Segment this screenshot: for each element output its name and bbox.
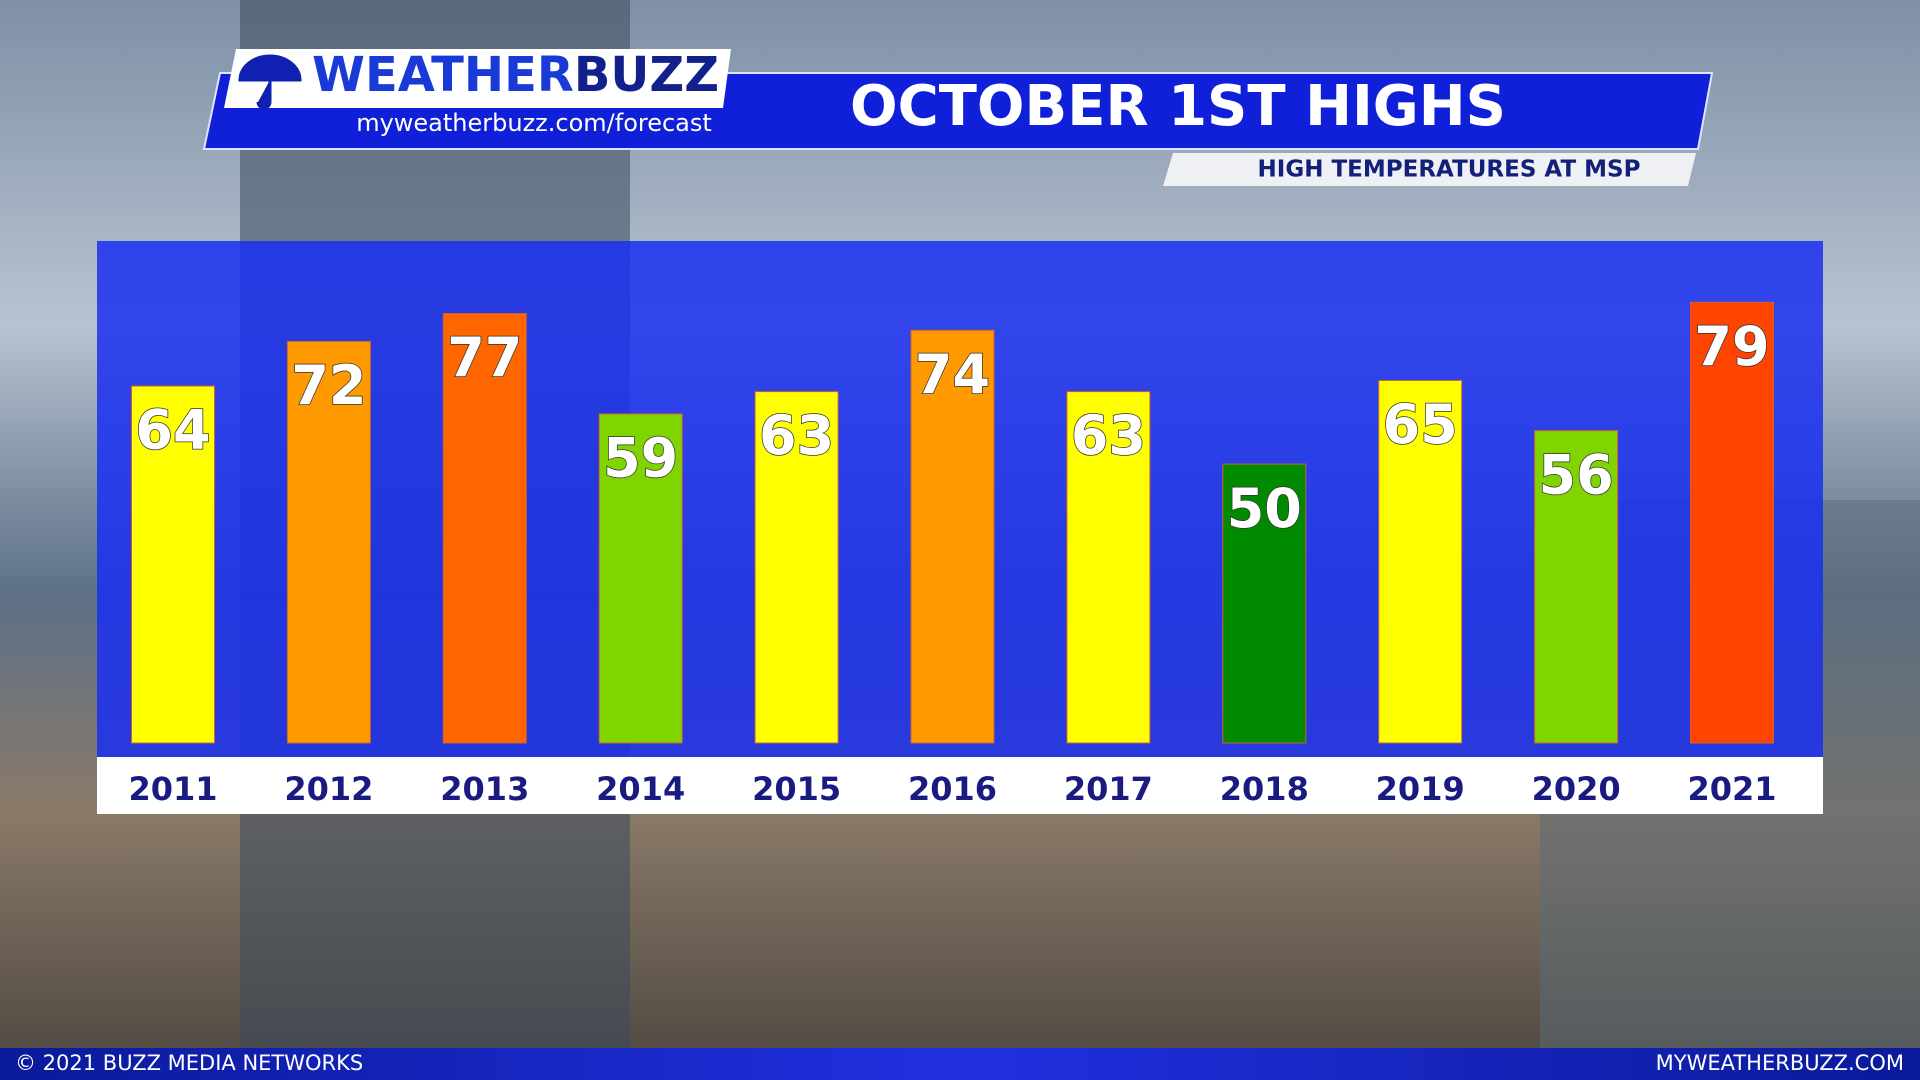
- bar: [754, 391, 839, 744]
- bar: [598, 413, 683, 744]
- bar: [1534, 430, 1619, 744]
- x-tick-label: 2019: [1376, 770, 1465, 808]
- logo-part: WEATHER: [312, 47, 574, 103]
- category-strip: [97, 757, 1823, 814]
- data-label: 79: [1694, 315, 1769, 378]
- chart-title: OCTOBER 1ST HIGHS: [850, 74, 1506, 139]
- data-label: 77: [447, 326, 522, 389]
- x-tick-label: 2020: [1532, 770, 1621, 808]
- subtitle-banner: [1163, 153, 1696, 186]
- x-tick-label: 2013: [440, 770, 529, 808]
- bar: [1378, 379, 1463, 744]
- logo: WEATHERBUZZ: [312, 47, 719, 103]
- data-label: 63: [1071, 404, 1146, 467]
- bar: [131, 385, 215, 744]
- x-tick-label: 2017: [1064, 770, 1153, 808]
- bar: [286, 340, 371, 744]
- footer-bar: [0, 1048, 1920, 1080]
- x-tick-label: 2016: [908, 770, 997, 808]
- data-label: 72: [291, 354, 366, 417]
- bar: [1690, 301, 1774, 744]
- data-label: 65: [1383, 393, 1458, 456]
- bar: [910, 329, 995, 744]
- footer-left: © 2021 BUZZ MEDIA NETWORKS: [15, 1051, 363, 1075]
- x-tick-label: 2012: [284, 770, 373, 808]
- bar: [1066, 391, 1151, 744]
- x-tick-label: 2021: [1687, 770, 1776, 808]
- logo-part: BUZZ: [574, 47, 719, 103]
- umbrella-icon: [238, 54, 302, 110]
- url: myweatherbuzz.com/forecast: [356, 109, 712, 137]
- data-label: 63: [759, 404, 834, 467]
- x-tick-label: 2015: [752, 770, 841, 808]
- data-label: 50: [1227, 477, 1302, 540]
- bar: [442, 313, 527, 744]
- x-tick-label: 2018: [1220, 770, 1309, 808]
- x-tick-label: 2011: [128, 770, 217, 808]
- data-label: 64: [135, 399, 210, 462]
- footer-right: MYWEATHERBUZZ.COM: [1656, 1051, 1904, 1075]
- x-tick-label: 2014: [596, 770, 685, 808]
- bar: [1222, 463, 1307, 744]
- logo-box: [224, 49, 731, 108]
- data-label: 56: [1539, 443, 1614, 506]
- data-label: 74: [915, 343, 990, 406]
- chart-subtitle: HIGH TEMPERATURES AT MSP: [1258, 157, 1641, 183]
- data-label: 59: [603, 427, 678, 490]
